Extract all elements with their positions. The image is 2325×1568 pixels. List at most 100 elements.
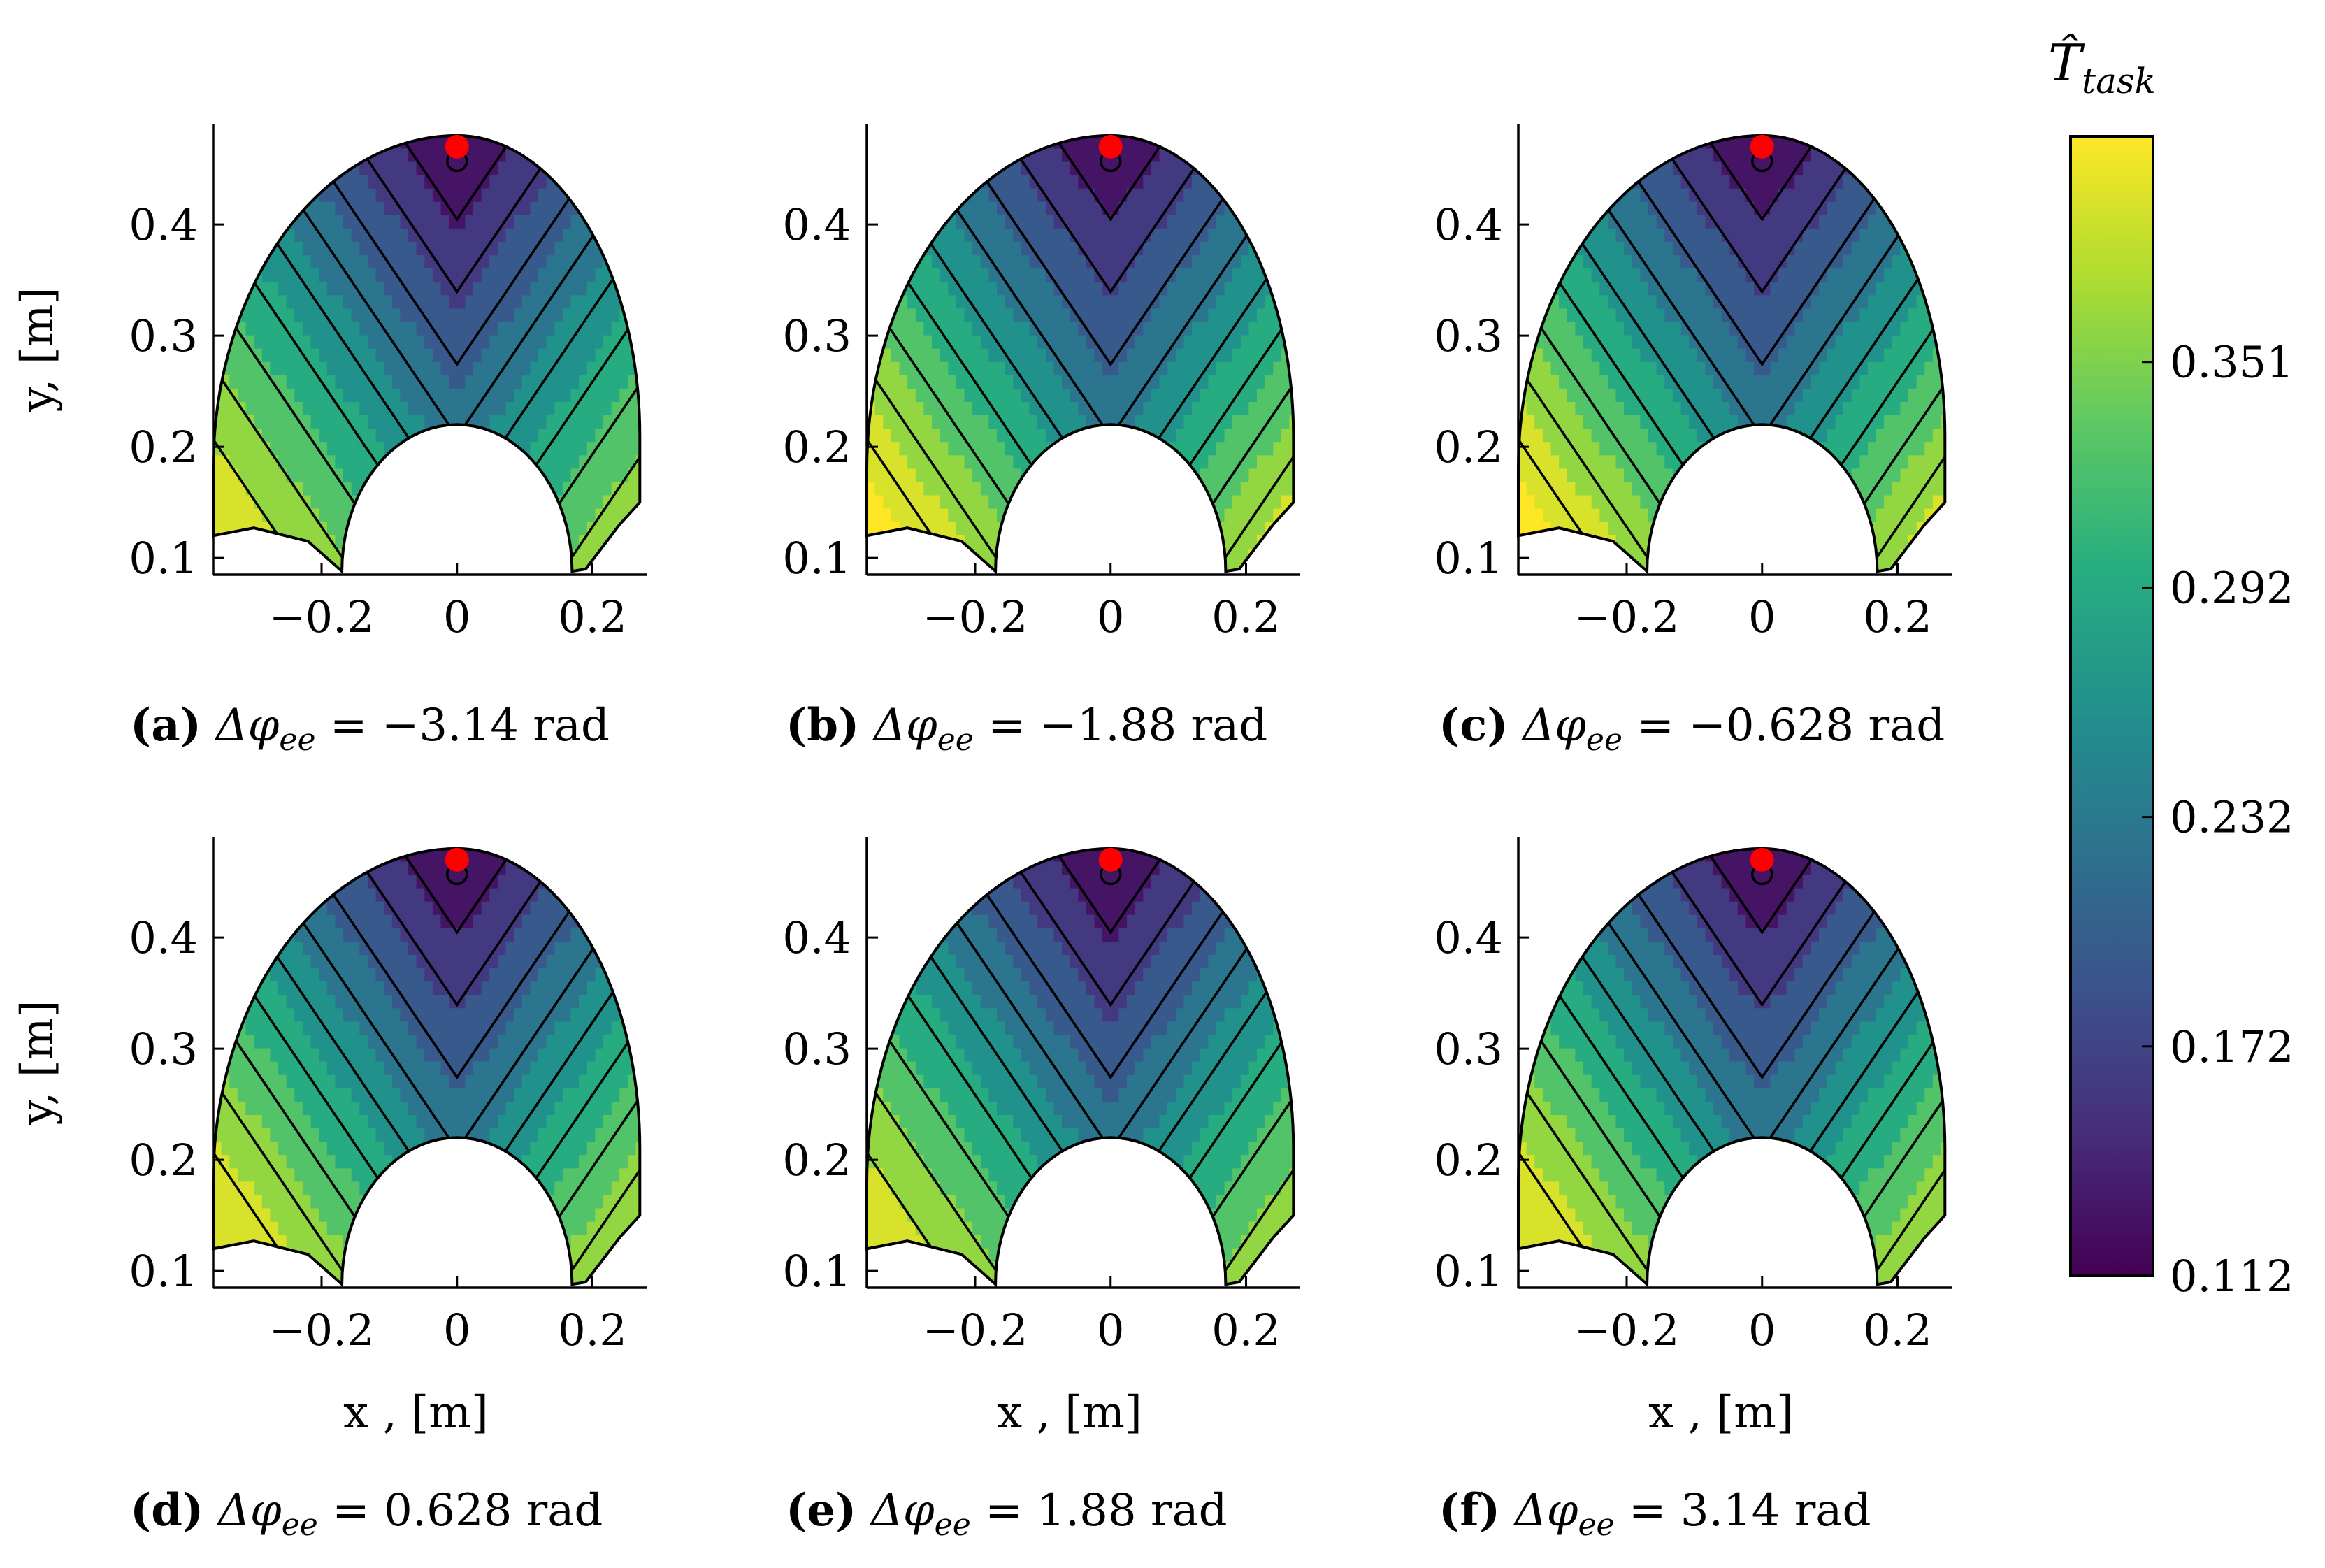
heat-cell [1551, 121, 1560, 135]
heat-cell [1143, 201, 1152, 215]
heat-cell [1281, 308, 1290, 322]
heat-cell [1281, 401, 1290, 415]
heat-cell [1697, 214, 1706, 229]
heat-cell [1802, 161, 1812, 175]
heat-cell [940, 187, 949, 202]
heat-cell [270, 281, 279, 296]
heat-cell [1607, 241, 1617, 256]
heat-cell [1575, 135, 1584, 149]
heat-cell [1248, 201, 1258, 215]
heat-cell [367, 227, 377, 242]
heat-cell [899, 547, 909, 562]
heat-cell [1648, 308, 1657, 322]
heat-cell [319, 415, 328, 429]
heat-cell [980, 441, 990, 456]
heat-cell [1811, 481, 1820, 496]
heat-cell [1567, 321, 1576, 336]
heat-cell [1794, 401, 1804, 415]
heat-cell [1224, 415, 1234, 429]
heat-cell [286, 428, 296, 443]
heat-cell [1289, 241, 1294, 256]
heat-cell [1086, 494, 1095, 509]
heat-cell [432, 361, 442, 375]
heat-cell [1518, 148, 1527, 162]
heat-cell [270, 401, 279, 415]
heat-cell [1559, 174, 1568, 189]
heat-cell [1297, 348, 1307, 362]
heat-cell [1591, 521, 1601, 535]
heat-cell [1078, 374, 1087, 389]
heat-cell [1216, 361, 1225, 375]
heat-cell [449, 347, 458, 362]
heat-cell [514, 121, 523, 135]
heat-cell [1607, 374, 1617, 389]
heat-cell [1680, 401, 1690, 415]
heat-cell [1778, 214, 1787, 229]
heat-cell [367, 481, 377, 496]
heat-cell [1232, 334, 1241, 349]
heat-cell [530, 281, 539, 296]
heat-cell [1583, 161, 1592, 175]
heat-cell [400, 401, 409, 415]
heat-cell [1599, 227, 1608, 242]
heat-cell [465, 534, 474, 549]
heat-cell [351, 521, 361, 535]
heat-cell [1729, 254, 1739, 269]
heat-cell [254, 121, 263, 135]
heat-cell [867, 547, 876, 562]
heat-cell [359, 387, 368, 402]
heat-cell [343, 374, 352, 389]
heat-cell [1240, 321, 1250, 336]
heat-cell [1053, 481, 1063, 496]
heat-cell [270, 201, 279, 215]
heat-cell [635, 321, 640, 336]
heat-cell [1802, 174, 1812, 189]
heat-cell [1200, 308, 1209, 322]
heat-cell [1289, 174, 1294, 189]
heat-cell [586, 347, 596, 362]
heat-cell [1167, 308, 1176, 322]
heat-cell [554, 241, 563, 256]
heat-cell [530, 187, 539, 202]
heat-cell [391, 401, 401, 415]
heat-cell [359, 268, 368, 282]
heat-cell [1583, 334, 1592, 349]
heat-cell [1021, 174, 1030, 189]
heat-cell [1518, 361, 1527, 375]
heat-cell [915, 494, 925, 509]
heat-cell [603, 415, 612, 429]
heat-cell [907, 481, 916, 496]
heat-cell [270, 441, 279, 456]
heat-cell [980, 361, 990, 375]
heat-cell [1802, 481, 1812, 496]
heat-cell [546, 521, 556, 535]
heat-cell [907, 561, 916, 572]
heat-cell [891, 161, 900, 175]
heat-cell [229, 547, 238, 562]
heat-cell [611, 534, 621, 549]
heat-cell [1135, 361, 1144, 375]
heat-cell [1192, 187, 1201, 202]
heat-cell [1737, 241, 1747, 256]
heat-cell [1070, 441, 1079, 456]
heat-cell [1575, 308, 1584, 322]
heat-cell [1705, 148, 1714, 162]
heat-cell [326, 401, 336, 415]
heat-cell [891, 201, 900, 215]
heat-cell [1737, 547, 1747, 562]
heat-cell [1615, 308, 1625, 322]
heat-cell [1127, 494, 1136, 509]
heat-cell [1297, 468, 1307, 482]
heat-cell [1045, 428, 1055, 443]
heat-cell [424, 201, 433, 215]
heat-cell [1607, 561, 1617, 572]
heat-cell [611, 468, 621, 482]
heat-cell [481, 268, 491, 282]
heat-cell [521, 308, 531, 322]
heat-cell [1811, 294, 1820, 309]
heat-cell [1802, 227, 1812, 242]
heat-cell [1240, 308, 1250, 322]
heat-cell [1689, 415, 1698, 429]
heat-cell [948, 468, 957, 482]
heat-cell [351, 321, 361, 336]
